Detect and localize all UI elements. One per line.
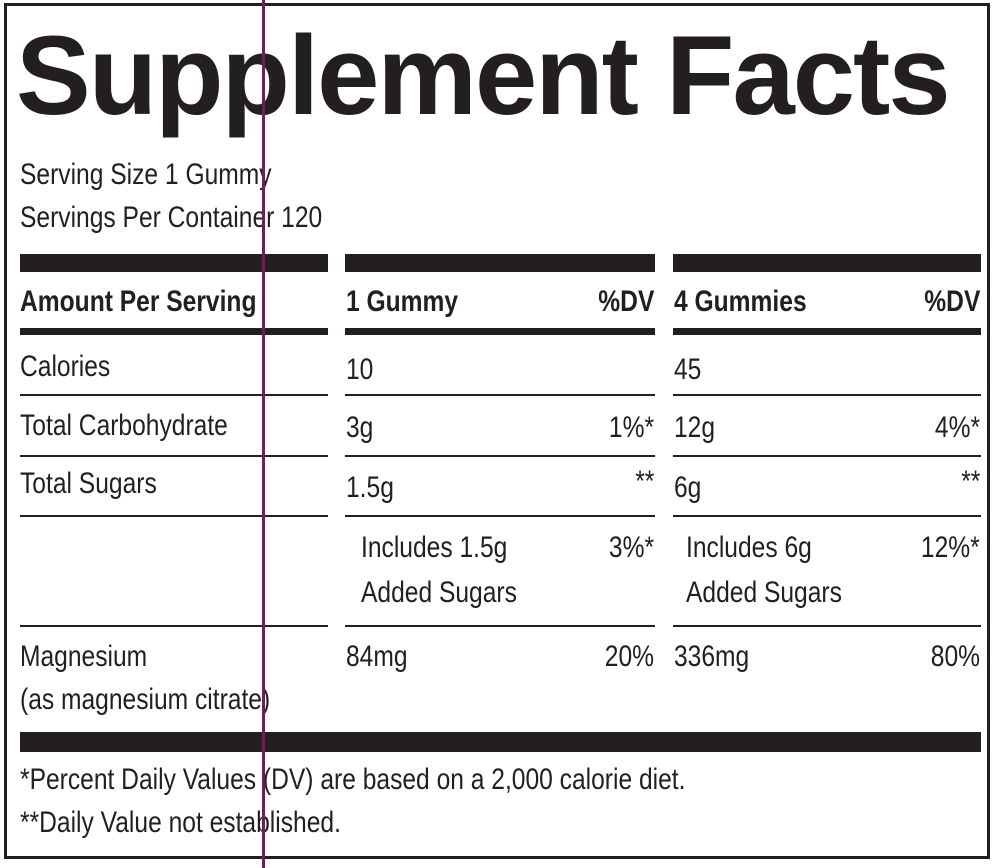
row-magnesium-name-line2: (as magnesium citrate) — [20, 683, 271, 716]
serving-size: Serving Size 1 Gummy — [20, 158, 272, 191]
row-magnesium-dv-1: 20% — [604, 640, 654, 673]
row-rule — [20, 394, 328, 396]
thick-bar-left — [20, 254, 328, 272]
header-rule-left — [20, 328, 328, 335]
row-added-sugars-4-gummies-line2: Added Sugars — [686, 576, 842, 609]
footnote-dv-not-established: **Daily Value not established. — [20, 806, 341, 839]
row-sugars-dv-1: ** — [634, 465, 654, 498]
row-rule — [673, 515, 981, 517]
row-added-sugars-dv-2: 12%* — [921, 531, 980, 564]
row-rule — [345, 625, 655, 627]
row-sugars-4-gummies: 6g — [674, 471, 702, 504]
supplement-facts-panel — [4, 3, 990, 859]
label-title: Supplement Facts — [16, 13, 951, 138]
header-dv-1: %DV — [597, 285, 654, 318]
row-carbohydrate-name: Total Carbohydrate — [20, 409, 228, 442]
header-4-gummies: 4 Gummies — [674, 285, 807, 318]
row-rule — [673, 625, 981, 627]
thick-bar-right — [673, 254, 981, 272]
row-calories-1-gummy: 10 — [346, 353, 374, 386]
row-rule — [673, 394, 981, 396]
row-added-sugars-1-gummy-line2: Added Sugars — [361, 576, 517, 609]
row-carbohydrate-dv-2: 4%* — [934, 411, 980, 444]
row-rule — [673, 455, 981, 457]
row-magnesium-dv-2: 80% — [930, 640, 980, 673]
vertical-guide-line — [262, 0, 265, 868]
thick-bar-bottom — [20, 732, 981, 752]
row-carbohydrate-dv-1: 1%* — [608, 411, 654, 444]
row-calories-name: Calories — [20, 350, 111, 383]
row-magnesium-1-gummy: 84mg — [346, 640, 408, 673]
header-1-gummy: 1 Gummy — [346, 285, 459, 318]
thick-bar-middle — [345, 254, 655, 272]
row-magnesium-4-gummies: 336mg — [674, 640, 750, 673]
row-rule — [20, 455, 328, 457]
header-rule-middle — [345, 328, 655, 335]
header-amount-per-serving: Amount Per Serving — [20, 285, 257, 318]
row-added-sugars-1-gummy-line1: Includes 1.5g — [361, 531, 508, 564]
row-added-sugars-dv-1: 3%* — [608, 531, 654, 564]
row-rule — [345, 455, 655, 457]
footnote-percent-dv: *Percent Daily Values (DV) are based on … — [20, 763, 686, 796]
row-calories-4-gummies: 45 — [674, 353, 702, 386]
servings-per-container: Servings Per Container 120 — [20, 201, 323, 234]
row-added-sugars-4-gummies-line1: Includes 6g — [686, 531, 812, 564]
row-carbohydrate-1-gummy: 3g — [346, 411, 374, 444]
row-sugars-1-gummy: 1.5g — [346, 471, 394, 504]
row-rule — [20, 625, 328, 627]
header-dv-2: %DV — [923, 285, 980, 318]
header-rule-right — [673, 328, 981, 335]
row-rule — [20, 515, 328, 517]
row-carbohydrate-4-gummies: 12g — [674, 411, 716, 444]
row-magnesium-name-line1: Magnesium — [20, 640, 148, 673]
row-rule — [345, 394, 655, 396]
row-rule — [345, 515, 655, 517]
row-sugars-dv-2: ** — [960, 465, 980, 498]
row-sugars-name: Total Sugars — [20, 467, 157, 500]
